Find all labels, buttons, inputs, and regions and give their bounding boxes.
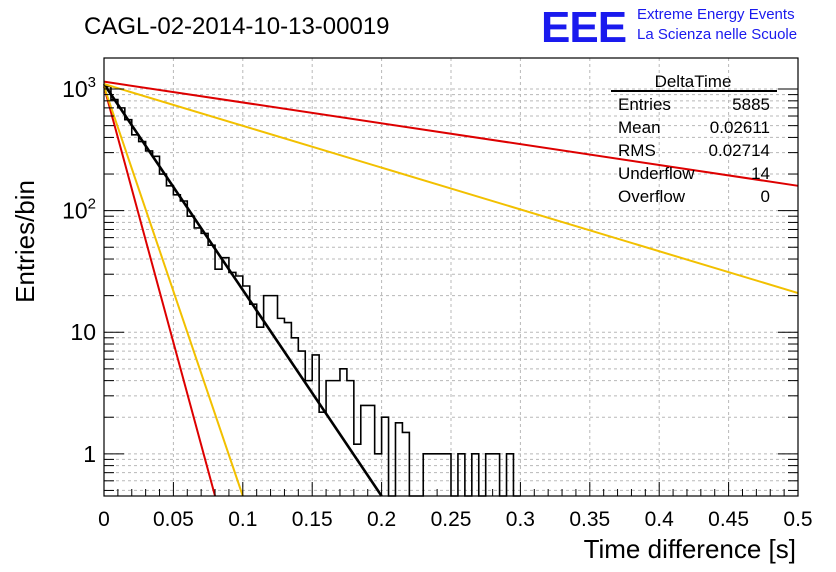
stats-box: DeltaTime Entries 5885 Mean 0.02611 RMS 0.027…	[611, 72, 777, 206]
fit-lines	[102, 80, 799, 497]
histogram-outline	[104, 85, 521, 497]
x-tick-label: 0	[98, 508, 110, 531]
y-tick-label: 1	[83, 441, 96, 467]
y-tick-label: 10	[70, 319, 96, 345]
logo-line1: Extreme Energy Events	[637, 6, 795, 23]
x-tick-label: 0.05	[153, 508, 194, 531]
x-tick-label: 0.25	[431, 508, 472, 531]
stats-value: 0	[761, 187, 770, 206]
x-tick-label: 0.3	[506, 508, 535, 531]
x-tick-label: 0.5	[783, 508, 812, 531]
stats-value: 0.02714	[709, 141, 770, 160]
stats-label: Overflow	[618, 187, 686, 206]
fit-line	[103, 86, 217, 497]
eee-logo: EEE Extreme Energy Events La Scienza nel…	[541, 3, 797, 52]
stats-title: DeltaTime	[655, 72, 732, 91]
stats-value: 0.02611	[710, 118, 770, 137]
x-tick-label: 0.1	[228, 508, 257, 531]
y-axis-label: Entries/bin	[10, 180, 40, 303]
logo-line2: La Scienza nelle Scuole	[637, 26, 797, 43]
fit-line	[103, 83, 799, 295]
stats-rows: Entries 5885 Mean 0.02611 RMS 0.02714 Underflo…	[618, 95, 770, 206]
x-tick-label: 0.15	[292, 508, 333, 531]
grid	[104, 58, 798, 496]
axes: 0 0.05 0.1 0.15 0.2 0.25 0.3 0.35 0.4 0.45 0.5 103 1…	[62, 57, 813, 531]
x-tick-label: 0.2	[367, 508, 396, 531]
fit-line	[103, 86, 244, 497]
fit-line	[103, 80, 799, 187]
stats-value: 5885	[732, 95, 770, 114]
y-tick-label: 103	[62, 74, 96, 102]
stats-value: 14	[751, 164, 770, 183]
chart-title: CAGL-02-2014-10-13-00019	[84, 13, 390, 40]
stats-label: Entries	[618, 95, 671, 114]
x-axis-label: Time difference [s]	[584, 534, 796, 564]
x-tick-label: 0.45	[708, 508, 749, 531]
histogram-layer	[104, 85, 521, 497]
x-tick-label: 0.4	[645, 508, 675, 531]
y-tick-label: 102	[62, 196, 96, 224]
x-tick-label: 0.35	[569, 508, 610, 531]
stats-label: Mean	[618, 118, 661, 137]
plot-frame	[103, 57, 799, 497]
logo-letters: EEE	[541, 3, 626, 52]
stats-label: RMS	[618, 141, 656, 160]
stats-label: Underflow	[618, 164, 695, 183]
fit-line	[102, 83, 383, 497]
